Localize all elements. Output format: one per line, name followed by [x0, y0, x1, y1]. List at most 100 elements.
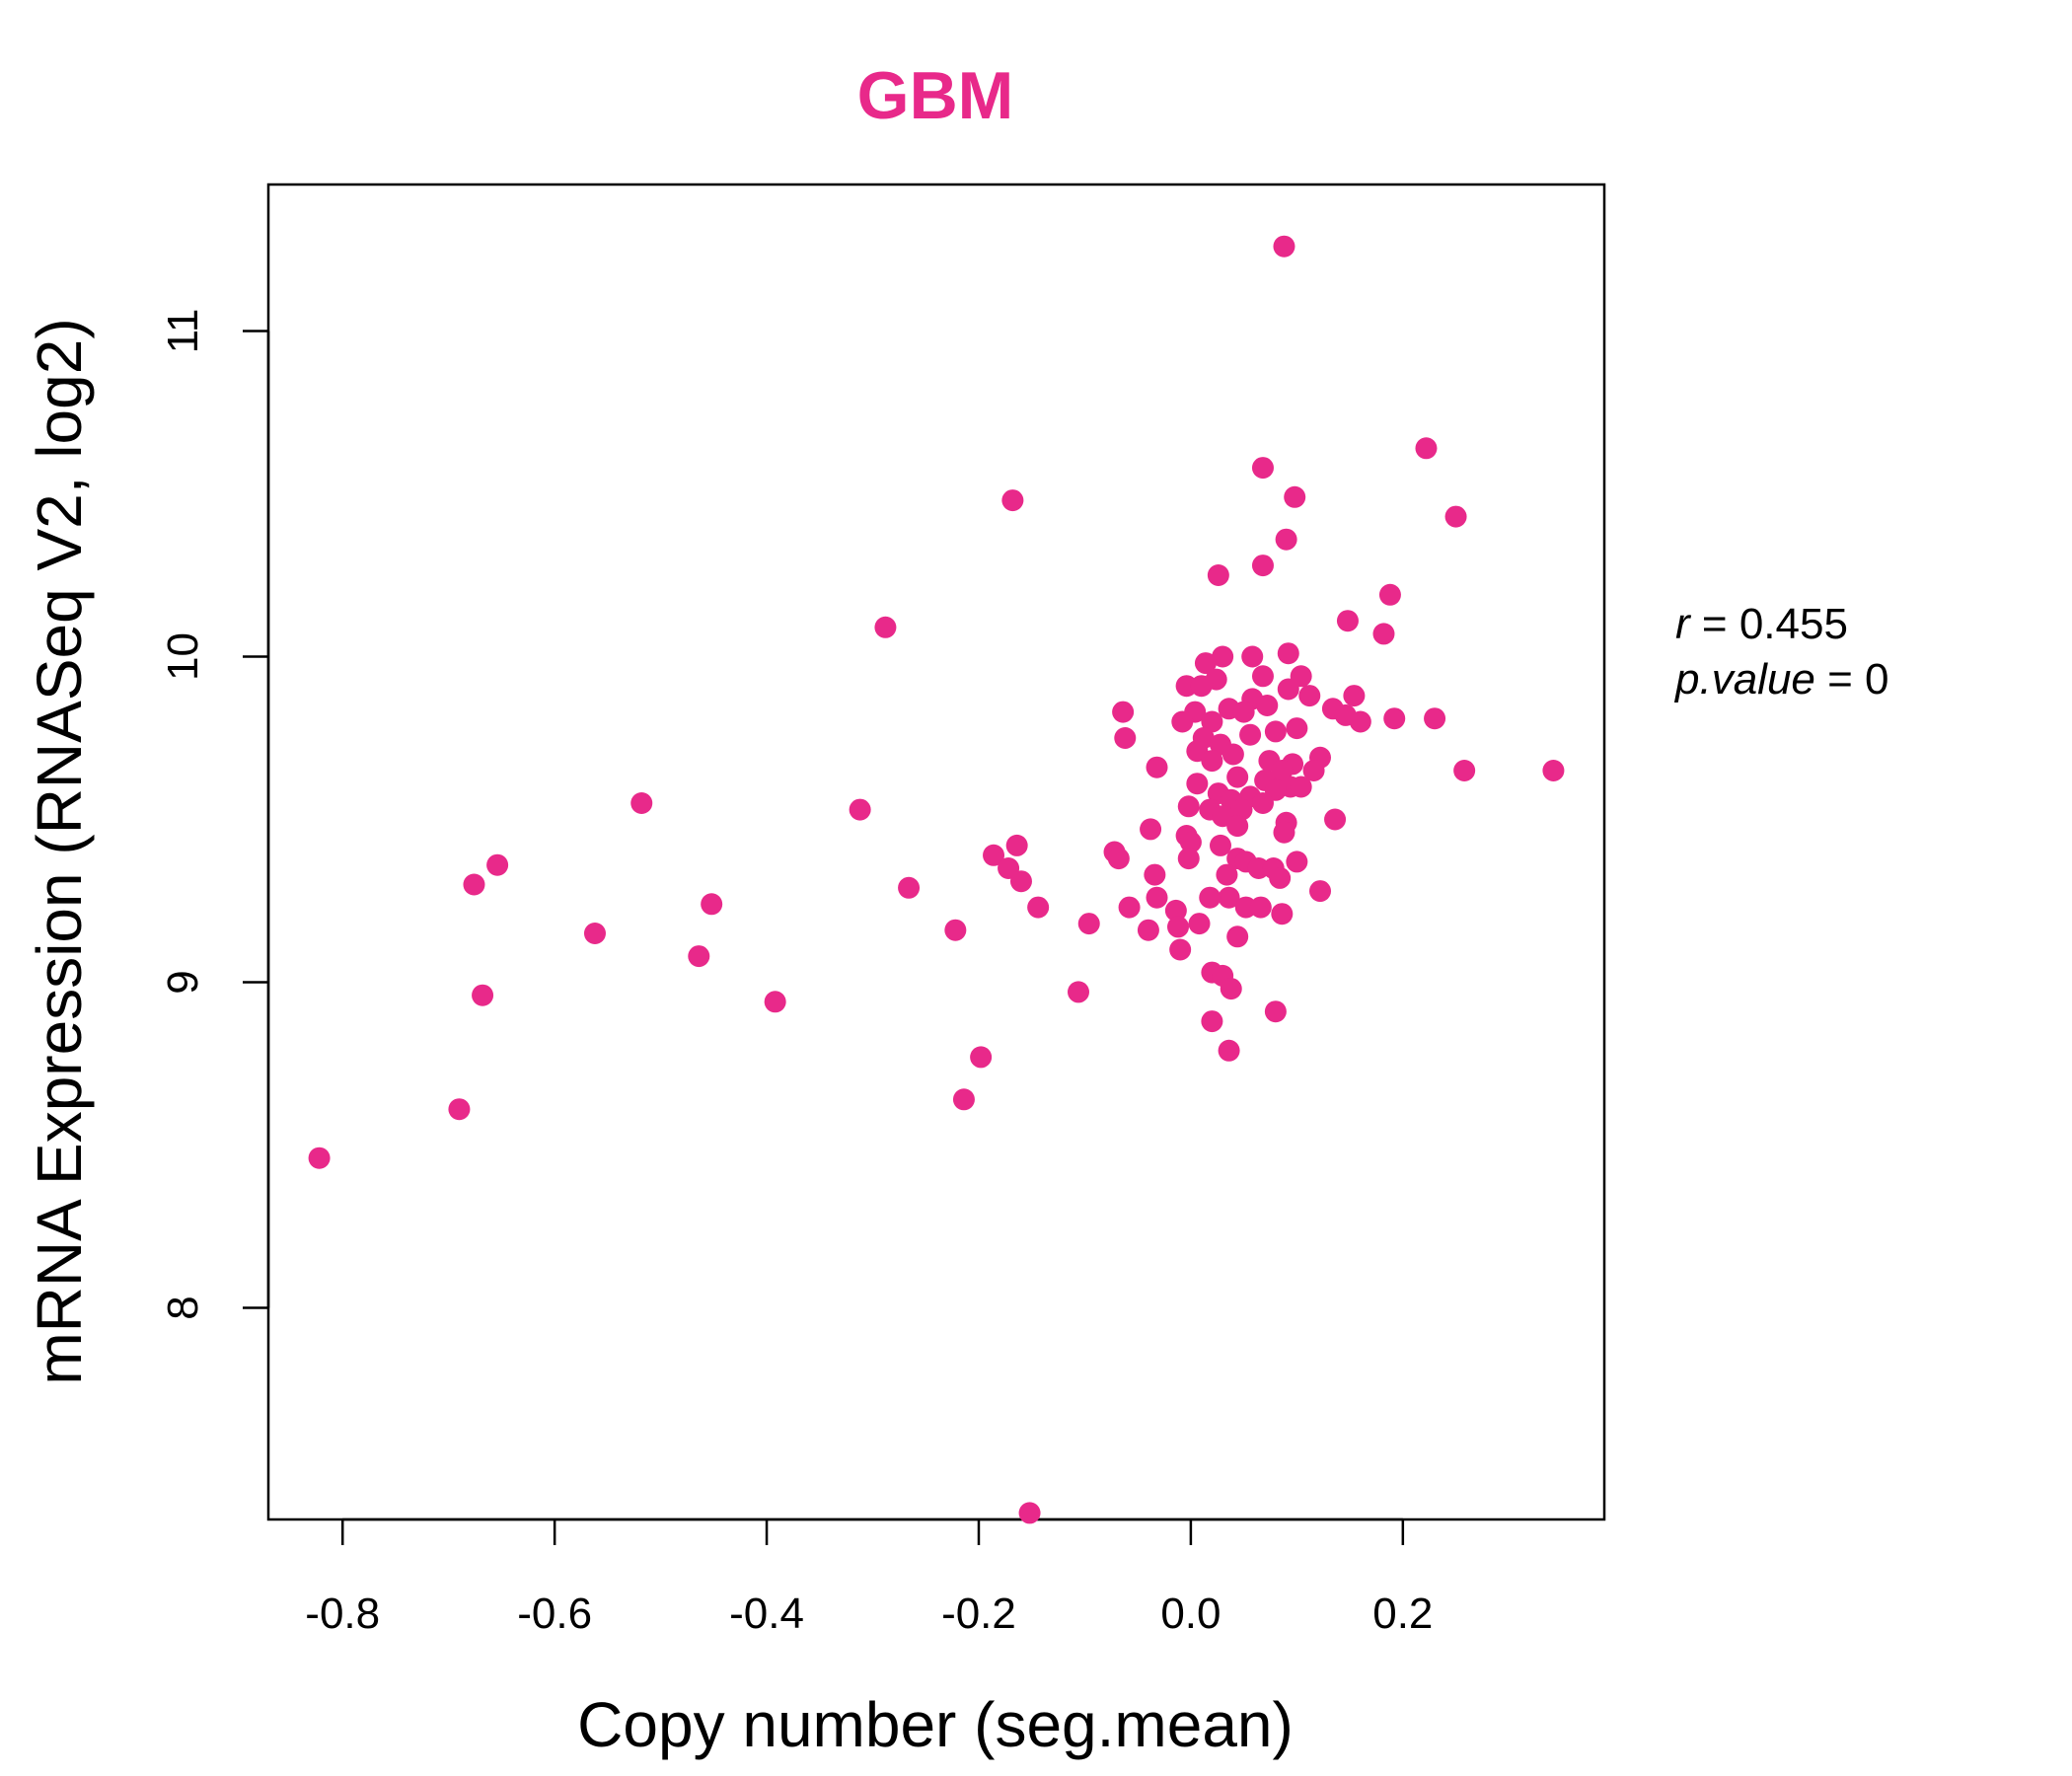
data-point — [1114, 727, 1137, 749]
data-point — [1378, 583, 1401, 606]
data-point — [1264, 720, 1287, 743]
r-statistic: r = 0.455 — [1675, 600, 1848, 648]
data-point — [1027, 896, 1050, 919]
data-point — [463, 873, 485, 896]
p-value: 0 — [1865, 655, 1888, 703]
data-point — [1212, 645, 1234, 668]
data-point — [970, 1046, 993, 1069]
data-point — [486, 853, 509, 876]
data-point — [1112, 701, 1135, 723]
x-tick-label: -0.2 — [941, 1590, 1016, 1638]
data-point — [1218, 1039, 1240, 1062]
data-point — [1137, 919, 1159, 941]
r-value: 0.455 — [1739, 600, 1848, 648]
data-point — [1167, 916, 1190, 938]
data-point — [1146, 886, 1168, 909]
data-point — [1542, 760, 1565, 781]
x-tick-label: 0.0 — [1160, 1590, 1221, 1638]
data-point — [1383, 707, 1406, 730]
data-point — [1230, 798, 1253, 821]
y-tick-label: 8 — [159, 1295, 207, 1319]
data-point — [630, 792, 653, 814]
data-point — [1453, 760, 1476, 781]
x-tick-label: -0.8 — [305, 1590, 380, 1638]
y-tick-label: 11 — [159, 309, 207, 354]
data-point — [1241, 645, 1264, 668]
x-tick-label: -0.6 — [517, 1590, 592, 1638]
data-point — [1199, 886, 1221, 909]
data-point — [583, 923, 606, 944]
data-point — [1201, 750, 1223, 773]
data-point — [1146, 756, 1168, 778]
data-point — [1221, 743, 1244, 766]
data-point — [1144, 863, 1166, 886]
data-point — [472, 984, 494, 1006]
data-point — [1298, 685, 1321, 707]
data-point — [1118, 896, 1141, 919]
data-point — [1018, 1502, 1041, 1524]
data-point — [1277, 678, 1299, 701]
data-point — [1336, 610, 1359, 632]
data-point — [1218, 886, 1240, 909]
data-point — [1239, 723, 1262, 746]
x-tick-label: -0.4 — [729, 1590, 804, 1638]
data-point — [1256, 695, 1279, 716]
data-point — [1372, 623, 1395, 645]
data-point — [1247, 857, 1270, 879]
data-point — [983, 844, 1005, 866]
data-point — [944, 919, 967, 941]
data-point — [898, 876, 921, 899]
data-point — [764, 991, 786, 1013]
data-point — [1251, 792, 1274, 814]
data-point — [1177, 795, 1200, 818]
data-point — [1190, 675, 1213, 698]
data-point — [1226, 925, 1249, 948]
data-point — [1273, 235, 1295, 258]
data-point — [1140, 818, 1162, 841]
data-point — [1175, 675, 1198, 698]
data-point — [1005, 834, 1028, 856]
data-point — [1271, 760, 1294, 781]
data-point — [1249, 896, 1272, 919]
data-point — [1286, 717, 1308, 740]
data-point — [1188, 913, 1211, 935]
data-point — [1251, 665, 1274, 688]
data-point — [1264, 1000, 1287, 1023]
p-label: p.value — [1673, 655, 1815, 703]
data-point — [1179, 831, 1202, 853]
data-point — [1226, 815, 1249, 838]
x-tick-label: 0.2 — [1372, 1590, 1433, 1638]
data-point — [1216, 863, 1238, 886]
data-point — [308, 1147, 331, 1169]
x-axis: -0.8 -0.6 -0.4 -0.2 0.0 0.2 — [305, 1517, 1433, 1638]
data-point — [1201, 1010, 1223, 1033]
chart-title: GBM — [857, 58, 1014, 133]
data-point — [688, 945, 710, 968]
data-point — [1273, 821, 1295, 844]
r-label: r — [1675, 600, 1692, 648]
data-point — [849, 798, 871, 821]
data-point — [874, 616, 897, 638]
y-axis: 8 9 10 11 — [159, 309, 270, 1320]
data-point — [1001, 489, 1024, 512]
data-point — [1286, 851, 1308, 873]
data-point — [1209, 834, 1231, 856]
p-value-statistic: p.value = 0 — [1673, 655, 1889, 703]
data-point — [1177, 848, 1200, 870]
data-point — [1067, 981, 1089, 1003]
data-point — [1290, 776, 1312, 798]
data-point — [1271, 903, 1294, 925]
data-point — [1207, 564, 1229, 586]
plot-frame — [266, 183, 1606, 1521]
data-point — [1186, 773, 1209, 795]
data-point — [1302, 760, 1325, 781]
data-points — [308, 235, 1565, 1524]
data-point — [1269, 866, 1292, 889]
data-point — [1343, 685, 1366, 707]
data-point — [1349, 710, 1371, 733]
data-point — [1284, 485, 1306, 508]
data-point — [1444, 505, 1467, 528]
data-point — [1251, 457, 1274, 480]
data-point — [1424, 707, 1446, 730]
